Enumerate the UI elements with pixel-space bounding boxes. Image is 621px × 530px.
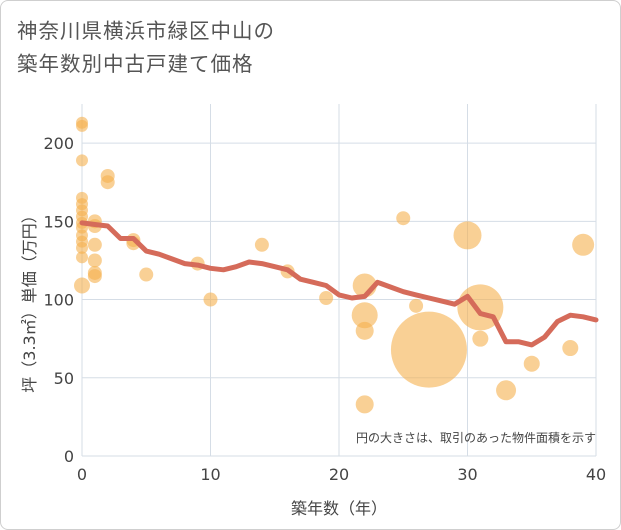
y-tick-label: 100: [43, 291, 74, 310]
data-bubble: [76, 241, 88, 254]
trend-line: [79, 220, 599, 348]
data-bubble: [562, 340, 579, 357]
data-bubble: [390, 311, 467, 388]
data-bubble: [254, 237, 269, 252]
data-bubble: [87, 253, 102, 268]
data-bubble: [572, 233, 595, 256]
data-bubble: [319, 290, 334, 305]
data-bubble: [76, 251, 88, 264]
chart-title: 神奈川県横浜市緑区中山の 築年数別中古戸建て価格: [17, 15, 275, 81]
data-bubble: [355, 321, 374, 340]
data-bubble: [409, 298, 424, 313]
bubble-size-note: 円の大きさは、取引のあった物件面積を示す: [356, 430, 596, 445]
data-bubble: [203, 292, 218, 307]
data-bubble: [351, 302, 378, 329]
data-bubble: [472, 330, 489, 347]
data-bubble: [76, 154, 88, 167]
y-axis-title: 坪（3.3㎡）単価（万円）: [20, 207, 39, 392]
x-tick-label: 0: [77, 465, 87, 484]
data-bubble: [396, 211, 411, 226]
data-bubble: [76, 119, 88, 132]
x-tick-label: 40: [586, 465, 606, 484]
y-tick-label: 200: [43, 134, 74, 153]
x-tick-labels: 0 10 20 30 40: [77, 465, 606, 484]
x-tick-label: 10: [200, 465, 220, 484]
data-bubble: [100, 175, 115, 190]
x-tick-label: 30: [457, 465, 477, 484]
y-tick-label: 150: [43, 212, 74, 231]
data-bubble: [74, 277, 90, 294]
y-tick-label: 0: [64, 447, 74, 466]
data-bubble: [139, 267, 154, 282]
data-bubble: [496, 380, 517, 401]
chart-title-line-2: 築年数別中古戸建て価格: [17, 52, 254, 76]
x-tick-label: 20: [329, 465, 349, 484]
data-bubble: [355, 395, 374, 414]
data-bubble: [87, 237, 102, 252]
data-bubble: [453, 221, 482, 250]
chart-title-line-1: 神奈川県横浜市緑区中山の: [17, 19, 275, 43]
data-bubble: [523, 355, 540, 372]
y-tick-labels: 0 50 100 150 200: [43, 134, 74, 466]
x-axis-title: 築年数（年）: [291, 499, 387, 518]
y-tick-label: 50: [54, 369, 74, 388]
data-bubble: [87, 269, 102, 284]
